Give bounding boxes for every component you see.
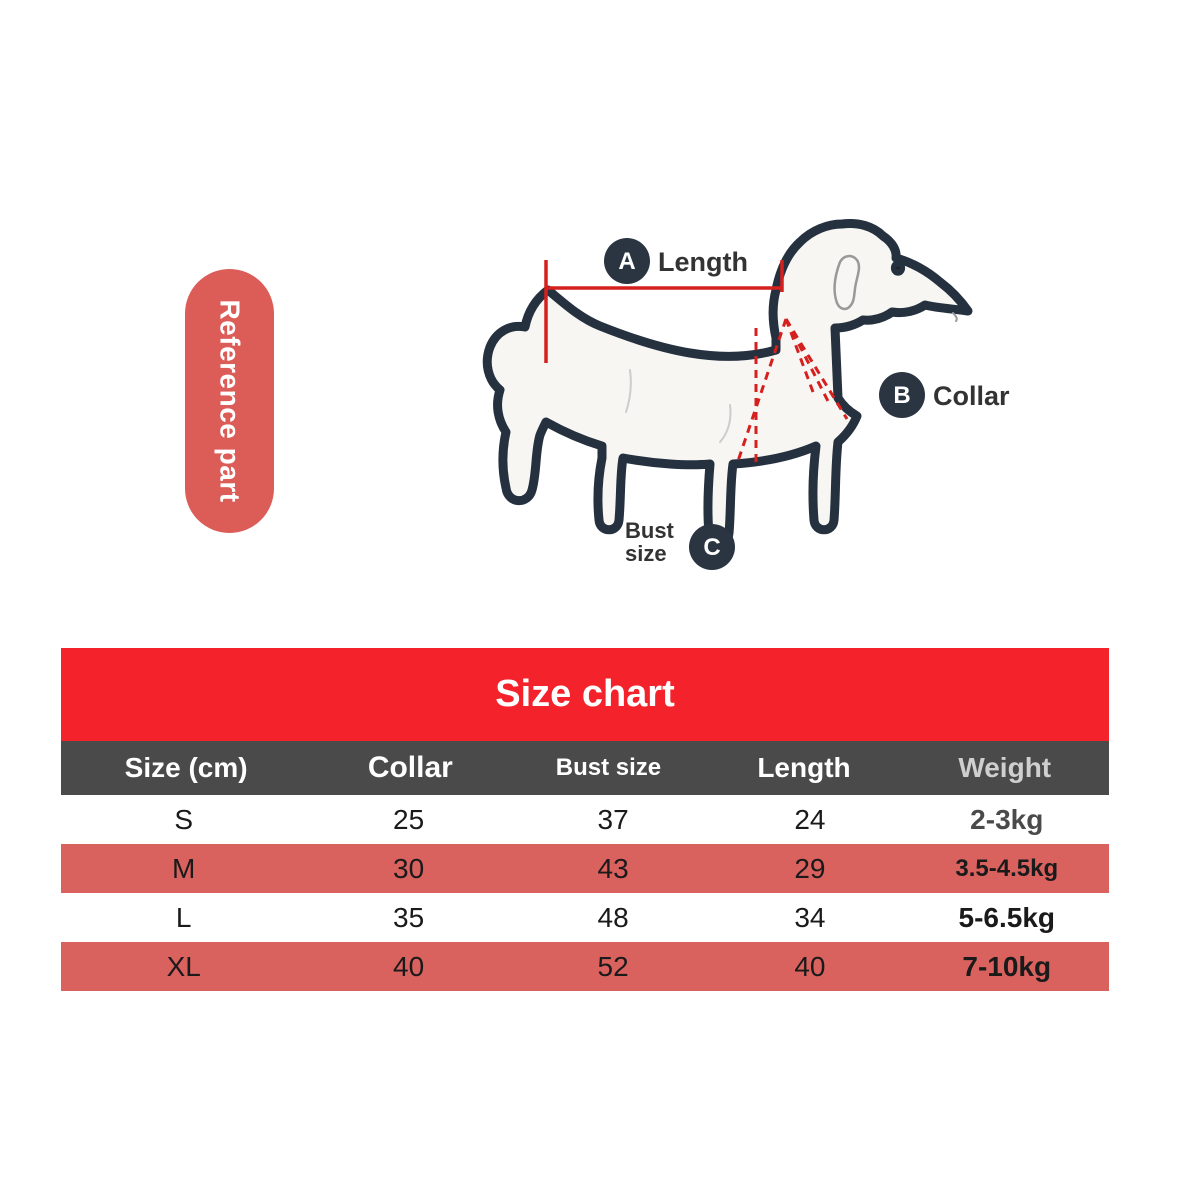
svg-text:C: C	[703, 534, 720, 561]
svg-text:size: size	[625, 541, 667, 566]
svg-text:Collar: Collar	[933, 381, 1010, 411]
svg-text:Length: Length	[658, 247, 748, 277]
svg-text:Bust: Bust	[625, 518, 675, 543]
svg-text:B: B	[893, 382, 910, 409]
svg-text:A: A	[618, 248, 635, 275]
